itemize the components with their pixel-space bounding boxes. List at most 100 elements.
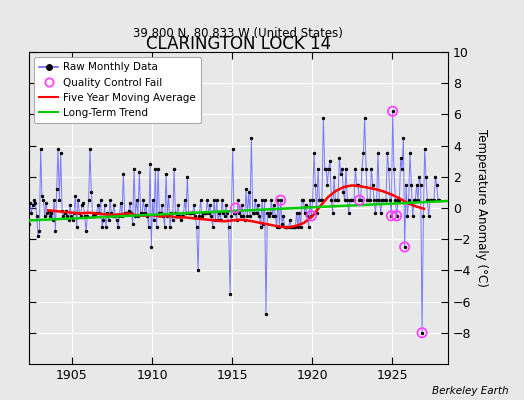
Point <box>108 213 117 219</box>
Point <box>292 210 301 216</box>
Point <box>271 213 280 219</box>
Point <box>143 213 151 219</box>
Point <box>375 197 384 203</box>
Point <box>297 224 305 230</box>
Point <box>291 224 300 230</box>
Point <box>355 197 364 203</box>
Point <box>136 210 145 216</box>
Point <box>388 108 397 114</box>
Point <box>178 213 187 219</box>
Point <box>330 174 339 180</box>
Point <box>338 166 346 172</box>
Point <box>121 210 129 216</box>
Point <box>258 197 266 203</box>
Point <box>319 114 328 121</box>
Point <box>38 192 46 199</box>
Point <box>371 210 379 216</box>
Legend: Raw Monthly Data, Quality Control Fail, Five Year Moving Average, Long-Term Tren: Raw Monthly Data, Quality Control Fail, … <box>34 57 201 123</box>
Point <box>219 210 227 216</box>
Point <box>307 213 315 219</box>
Point <box>45 208 53 214</box>
Point <box>356 197 365 203</box>
Point <box>334 197 342 203</box>
Point <box>89 213 97 219</box>
Point <box>329 210 337 216</box>
Point <box>242 186 250 192</box>
Point <box>336 170 345 177</box>
Point <box>287 224 296 230</box>
Point <box>370 197 378 203</box>
Point <box>277 197 285 203</box>
Point <box>367 166 376 172</box>
Point <box>286 217 294 224</box>
Point <box>311 182 320 188</box>
Point <box>254 202 262 208</box>
Point <box>175 213 183 219</box>
Point <box>107 210 116 216</box>
Point <box>434 197 442 203</box>
Point <box>318 197 326 203</box>
Point <box>202 210 210 216</box>
Point <box>259 220 268 227</box>
Title: CLARINGTON LOCK 14: CLARINGTON LOCK 14 <box>146 35 331 53</box>
Point <box>39 197 48 203</box>
Point <box>191 213 200 219</box>
Point <box>90 210 99 216</box>
Point <box>158 202 166 208</box>
Point <box>55 197 63 203</box>
Point <box>223 210 232 216</box>
Point <box>186 210 194 216</box>
Point <box>387 213 396 219</box>
Point <box>52 186 61 192</box>
Point <box>40 213 49 219</box>
Point <box>22 210 30 216</box>
Point <box>25 220 33 227</box>
Point <box>414 197 422 203</box>
Point <box>72 224 81 230</box>
Point <box>303 213 312 219</box>
Point <box>391 197 400 203</box>
Point <box>212 197 221 203</box>
Point <box>146 161 154 168</box>
Point <box>190 202 198 208</box>
Point <box>101 202 109 208</box>
Point <box>203 197 212 203</box>
Point <box>218 197 226 203</box>
Point <box>35 228 43 234</box>
Point <box>34 233 42 239</box>
Point <box>84 197 93 203</box>
Point <box>222 202 230 208</box>
Point <box>32 213 41 219</box>
Point <box>78 202 86 208</box>
Point <box>131 213 139 219</box>
Point <box>71 192 80 199</box>
Point <box>295 210 303 216</box>
Y-axis label: Temperature Anomaly (°C): Temperature Anomaly (°C) <box>475 129 488 287</box>
Point <box>92 210 101 216</box>
Point <box>102 224 110 230</box>
Point <box>335 155 344 161</box>
Point <box>154 166 162 172</box>
Point <box>189 210 197 216</box>
Point <box>150 217 158 224</box>
Point <box>290 224 298 230</box>
Point <box>316 197 325 203</box>
Point <box>260 197 269 203</box>
Point <box>43 210 51 216</box>
Point <box>255 213 264 219</box>
Point <box>388 108 397 114</box>
Point <box>140 210 149 216</box>
Point <box>134 213 142 219</box>
Point <box>98 224 106 230</box>
Point <box>283 224 291 230</box>
Point <box>169 217 177 224</box>
Point <box>57 150 65 156</box>
Point <box>96 197 105 203</box>
Point <box>103 210 112 216</box>
Point <box>358 166 366 172</box>
Point <box>165 192 173 199</box>
Point <box>28 202 37 208</box>
Point <box>415 174 423 180</box>
Point <box>417 182 425 188</box>
Point <box>350 197 358 203</box>
